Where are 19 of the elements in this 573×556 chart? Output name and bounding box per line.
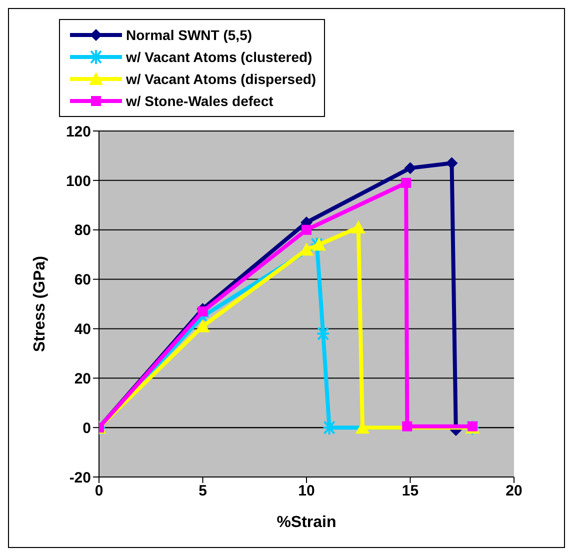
y-axis-title: Stress (GPa) (32, 256, 49, 352)
x-tick-label: 5 (198, 482, 207, 500)
x-tick-label: 15 (402, 482, 419, 500)
legend-label: w/ Stone-Wales defect (126, 93, 274, 109)
y-tick-label: 100 (66, 172, 91, 190)
legend-label: w/ Vacant Atoms (clustered) (126, 49, 312, 65)
y-tick-label: 80 (74, 222, 91, 240)
y-tick-label: 40 (74, 321, 91, 338)
y-tick-label: 60 (74, 272, 91, 289)
x-tick-label: 10 (298, 482, 315, 500)
y-tick-label: 20 (74, 370, 91, 388)
y-tick-label: 0 (82, 420, 91, 437)
x-axis-title: %Strain (276, 514, 336, 531)
y-tick-label: 120 (66, 123, 91, 140)
x-tick-label: 20 (506, 482, 522, 500)
legend-label: Normal SWNT (5,5) (126, 27, 252, 43)
y-tick-label: -20 (69, 469, 91, 486)
x-tick-label: 0 (94, 482, 104, 500)
legend-label: w/ Vacant Atoms (dispersed) (126, 71, 316, 87)
